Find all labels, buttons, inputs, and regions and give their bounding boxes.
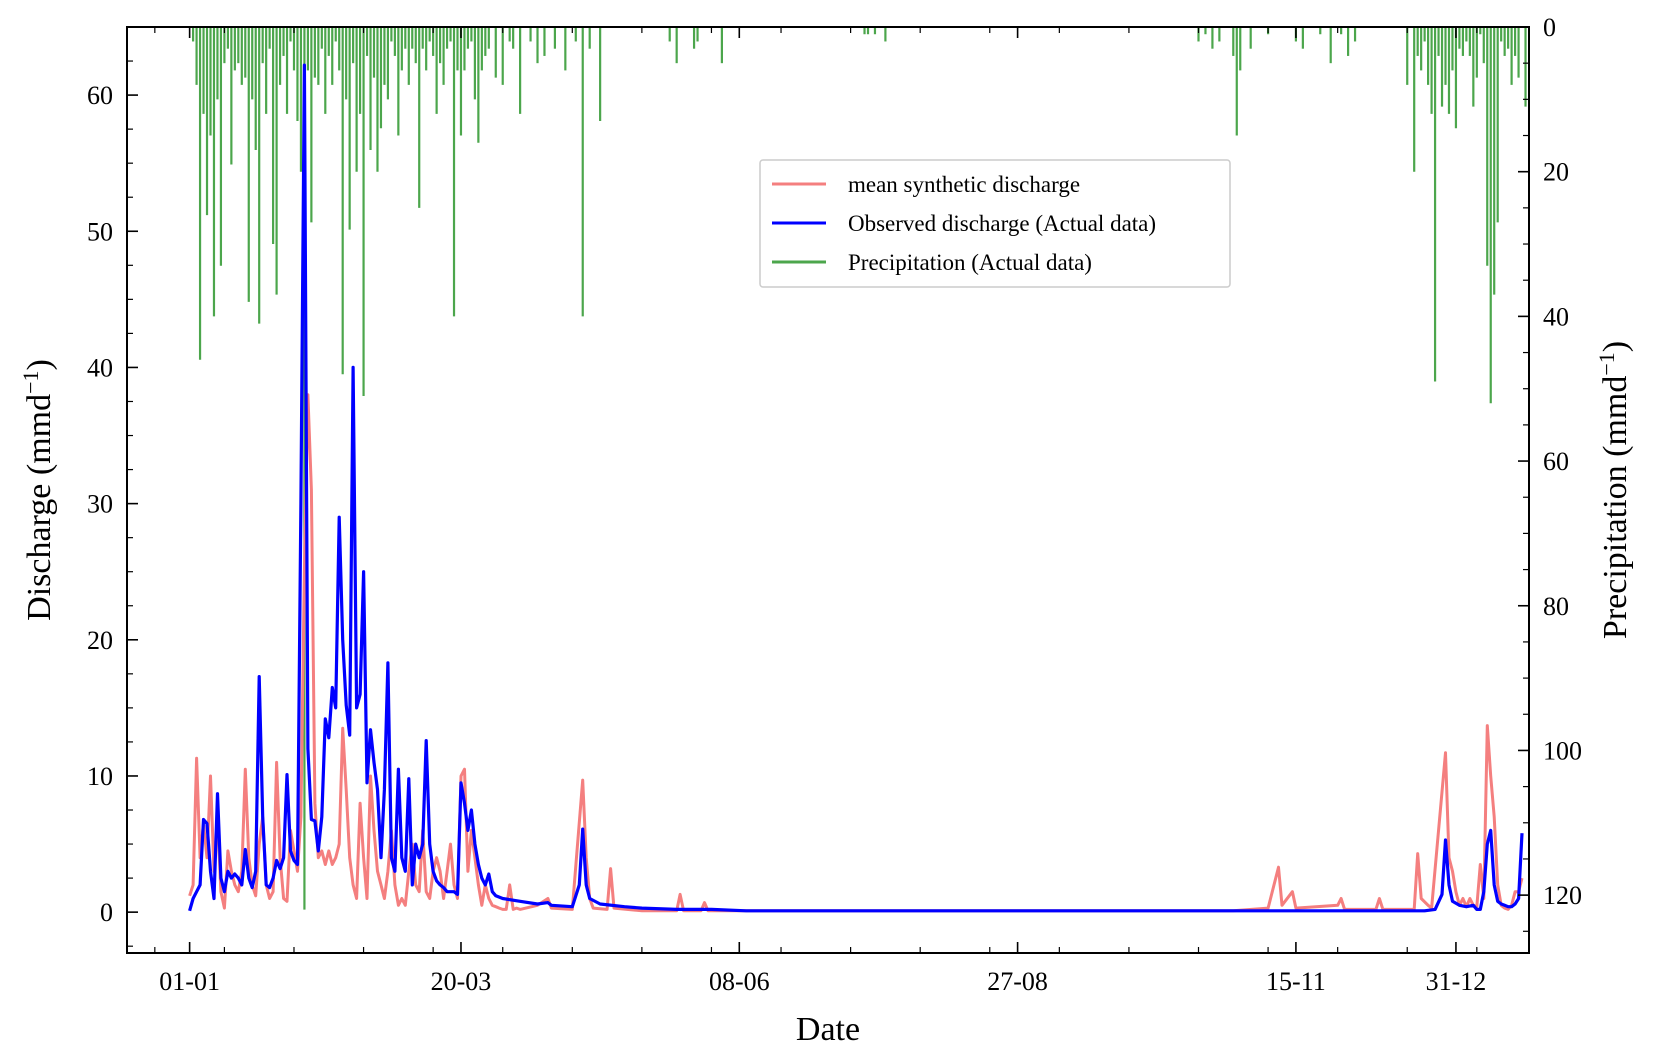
x-tick-label: 27-08 <box>987 967 1048 996</box>
legend-label-observed: Observed discharge (Actual data) <box>848 211 1156 236</box>
axis-ticks <box>127 26 1529 953</box>
observed-discharge-line <box>188 63 1524 913</box>
x-tick-label: 01-01 <box>159 967 220 996</box>
legend-box <box>759 159 1231 288</box>
y-right-tick-label: 80 <box>1543 592 1569 621</box>
precipitation-bars <box>191 27 1527 910</box>
y-left-tick-label: 10 <box>87 762 113 791</box>
y-right-axis-title: Precipitation (mmd−1) <box>1594 341 1635 639</box>
y-left-tick-label: 50 <box>87 217 113 246</box>
y-left-tick-label: 40 <box>87 353 113 382</box>
legend-label-synthetic: mean synthetic discharge <box>848 172 1080 197</box>
y-left-tick-label: 0 <box>100 898 113 927</box>
y-right-tick-label: 40 <box>1543 302 1569 331</box>
legend: mean synthetic discharge Observed discha… <box>759 159 1231 288</box>
y-right-tick-label: 0 <box>1543 13 1556 42</box>
x-tick-label: 20-03 <box>431 967 492 996</box>
discharge-lines <box>188 63 1524 913</box>
y-right-tick-label: 120 <box>1543 881 1582 910</box>
plot-frame <box>126 26 1530 954</box>
x-tick-label: 15-11 <box>1266 967 1326 996</box>
legend-label-precipitation: Precipitation (Actual data) <box>848 250 1092 275</box>
y-left-axis-title-sup: −1 <box>18 370 43 393</box>
y-left-tick-label: 60 <box>87 81 113 110</box>
y-left-tick-label: 20 <box>87 626 113 655</box>
x-tick-label: 08-06 <box>709 967 770 996</box>
x-tick-label: 31-12 <box>1426 967 1487 996</box>
y-left-tick-label: 30 <box>87 490 113 519</box>
synthetic-discharge-line <box>188 393 1524 913</box>
y-right-axis-title-sup: −1 <box>1594 352 1619 375</box>
y-right-tick-label: 20 <box>1543 158 1569 187</box>
y-left-axis-title: Discharge (mmd−1) <box>18 359 59 621</box>
y-right-tick-label: 60 <box>1543 447 1569 476</box>
tick-labels: 01-01 20-03 08-06 27-08 15-11 31-12 0 10 20 30 40 5… <box>87 13 1582 996</box>
x-axis-title: Date <box>796 1011 860 1048</box>
y-right-tick-label: 100 <box>1543 736 1582 765</box>
